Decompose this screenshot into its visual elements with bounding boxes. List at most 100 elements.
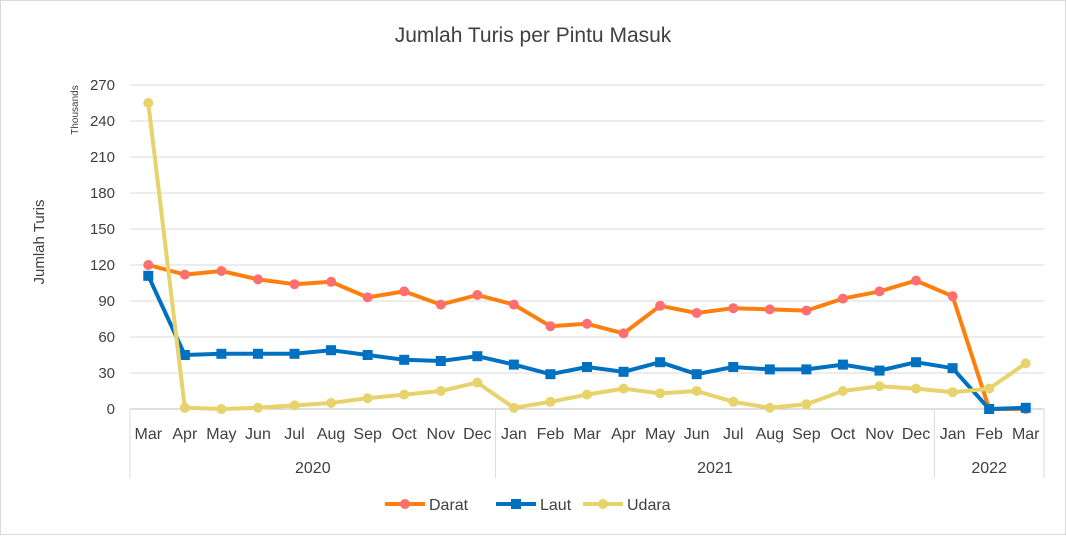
data-point <box>911 383 922 394</box>
x-tick-label: Jul <box>284 426 304 443</box>
x-tick-label: Apr <box>172 426 198 443</box>
year-label-2020: 2020 <box>295 460 331 477</box>
data-point <box>435 299 446 310</box>
data-point <box>472 290 483 300</box>
x-tick-label: Jun <box>245 426 271 443</box>
data-point <box>728 396 739 407</box>
data-point <box>837 293 848 304</box>
data-point <box>655 300 666 311</box>
data-point <box>216 348 227 359</box>
data-point <box>326 345 337 356</box>
data-point <box>326 276 337 287</box>
chart-title: Jumlah Turis per Pintu Masuk <box>395 24 672 47</box>
data-point <box>399 354 410 365</box>
x-tick-label: May <box>206 426 236 443</box>
legend-label: Darat <box>429 497 469 514</box>
legend-item-darat: Darat <box>385 497 469 514</box>
data-point <box>837 386 848 396</box>
data-point <box>764 402 775 413</box>
data-point <box>691 386 702 396</box>
data-point <box>545 396 556 407</box>
legend-marker <box>400 499 410 509</box>
y-tick-label: 60 <box>98 329 115 346</box>
x-tick-label: Nov <box>865 426 893 443</box>
data-point <box>179 350 190 360</box>
data-point <box>874 365 885 376</box>
data-point <box>362 292 373 303</box>
data-point <box>618 383 629 394</box>
data-point <box>143 270 154 281</box>
data-point <box>545 321 556 332</box>
x-axis: Mar Apr May Jun Jul Aug Sep Oct Nov Dec Jan Feb Mar A… <box>129 409 1045 478</box>
y-tick-label: 30 <box>98 365 115 382</box>
x-tick-label: Aug <box>756 426 784 443</box>
data-point <box>984 383 995 394</box>
data-point <box>252 402 263 413</box>
data-point <box>472 377 483 388</box>
series-darat <box>143 260 1031 414</box>
gridlines <box>130 84 1044 410</box>
data-point <box>582 318 592 329</box>
data-point <box>691 308 702 318</box>
y-axis-units: Thousands <box>70 85 81 134</box>
x-tick-label: Jan <box>940 426 966 443</box>
y-axis-label: Jumlah Turis <box>31 199 48 284</box>
year-label-2022: 2022 <box>971 460 1007 477</box>
x-tick-label: Dec <box>463 426 491 443</box>
y-tick-label: 120 <box>90 257 115 274</box>
data-point <box>143 260 154 270</box>
data-point <box>1020 402 1031 413</box>
data-point <box>508 299 519 310</box>
y-tick-label: 0 <box>107 401 115 418</box>
x-tick-label: Sep <box>353 426 382 443</box>
data-point <box>545 369 556 380</box>
year-label-2021: 2021 <box>697 460 733 477</box>
legend-item-udara: Udara <box>583 497 671 514</box>
data-point <box>326 398 337 408</box>
data-point <box>252 274 263 285</box>
data-point <box>947 291 958 302</box>
legend: Darat Laut Udara <box>385 497 671 514</box>
data-point <box>289 400 300 411</box>
x-tick-label: Oct <box>392 426 417 443</box>
x-tick-label: Oct <box>830 426 855 443</box>
data-point <box>216 404 227 414</box>
data-point <box>472 351 483 362</box>
legend-marker <box>511 499 521 509</box>
x-tick-label: Jan <box>501 426 527 443</box>
data-point <box>216 266 227 276</box>
x-tick-label: Sep <box>792 426 821 443</box>
legend-label: Laut <box>540 497 572 514</box>
data-point <box>691 369 702 380</box>
x-tick-label: Mar <box>573 426 601 443</box>
data-point <box>911 275 922 286</box>
data-point <box>764 304 775 315</box>
data-point <box>728 303 739 314</box>
series-laut <box>143 270 1031 414</box>
legend-item-laut: Laut <box>496 497 572 514</box>
y-tick-label: 90 <box>98 293 115 310</box>
x-tick-label: Nov <box>427 426 455 443</box>
data-point <box>289 279 300 290</box>
data-point <box>837 359 848 370</box>
series-udara <box>143 98 1031 414</box>
data-point <box>289 348 300 359</box>
x-tick-label: May <box>645 426 675 443</box>
y-tick-label: 180 <box>90 185 115 202</box>
data-point <box>801 364 812 375</box>
data-point <box>947 387 958 398</box>
x-tick-label: Dec <box>902 426 930 443</box>
data-point <box>508 359 519 370</box>
x-tick-label: Apr <box>611 426 637 443</box>
data-point <box>399 389 410 400</box>
data-point <box>252 348 263 359</box>
y-tick-label: 210 <box>90 149 115 166</box>
data-point <box>655 388 666 399</box>
x-tick-label: Feb <box>975 426 1003 443</box>
x-tick-label: Mar <box>1012 426 1040 443</box>
data-point <box>362 350 373 360</box>
x-tick-label: Mar <box>134 426 162 443</box>
legend-marker <box>598 499 608 509</box>
